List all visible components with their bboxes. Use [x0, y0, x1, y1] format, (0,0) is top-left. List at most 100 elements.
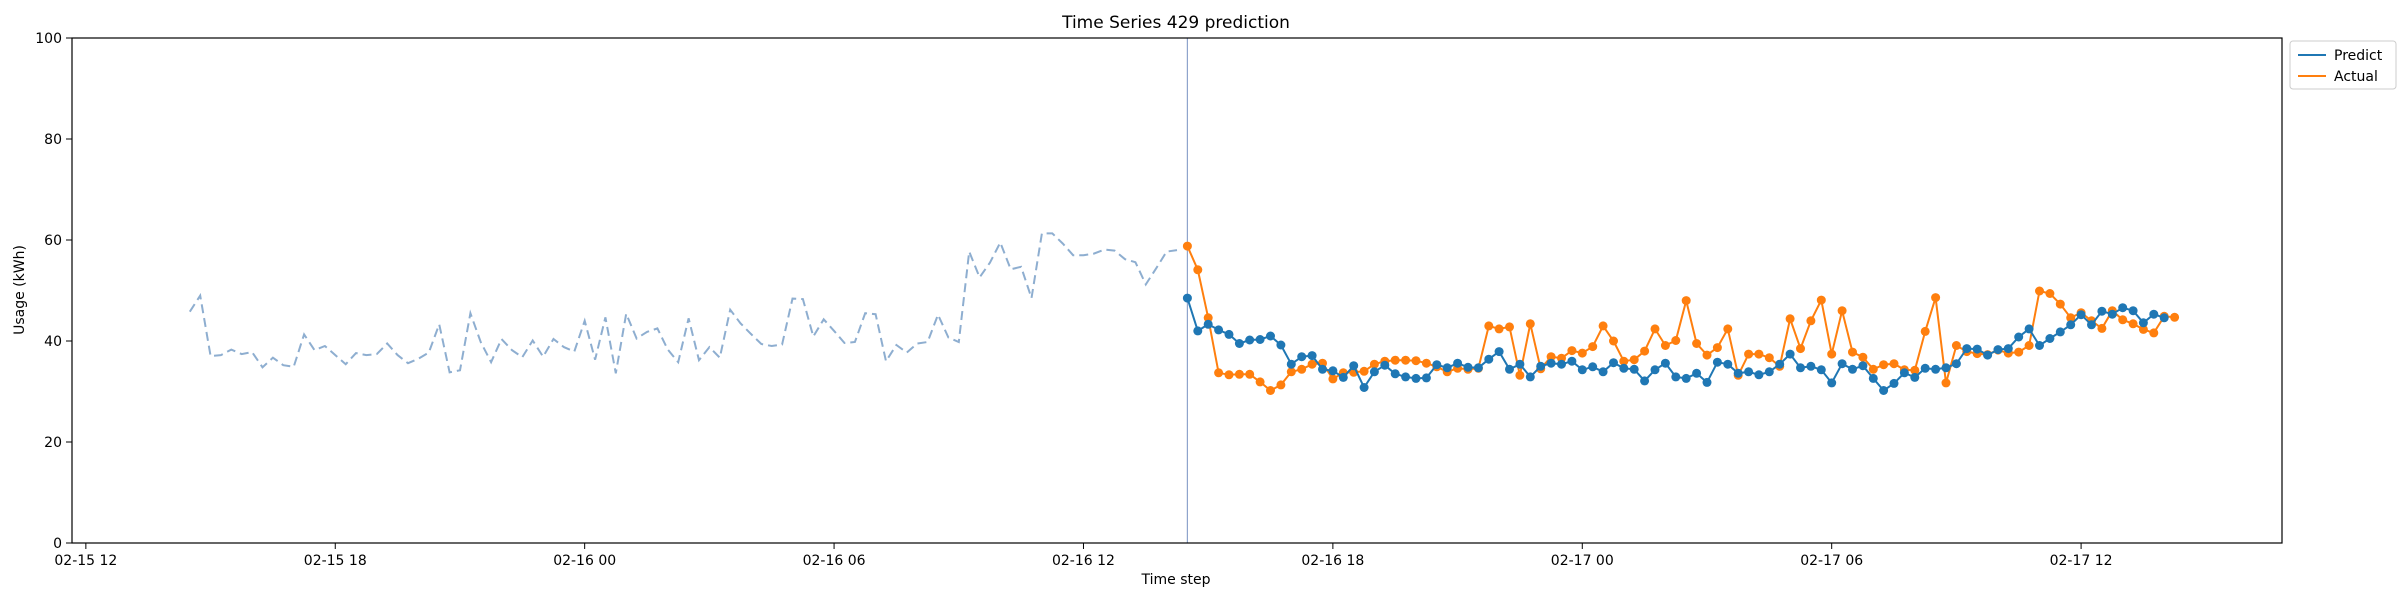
- predict-point: [1858, 361, 1868, 371]
- predict-point: [1754, 370, 1764, 380]
- y-axis: 0 20 40 60 80 100: [35, 31, 72, 552]
- predict-point: [1650, 365, 1660, 375]
- predict-point: [1879, 386, 1889, 395]
- history-line: [188, 232, 1178, 374]
- predict-point: [2107, 309, 2117, 319]
- actual-point: [1941, 378, 1951, 388]
- actual-point: [1588, 342, 1598, 352]
- actual-point: [1848, 347, 1857, 357]
- actual-point: [1224, 370, 1234, 380]
- actual-point: [1931, 293, 1941, 303]
- predict-point: [1286, 359, 1296, 369]
- actual-point: [1879, 360, 1889, 370]
- x-tick-label: 02-16 00: [553, 553, 616, 569]
- actual-point: [1712, 343, 1722, 353]
- actual-point: [1671, 336, 1681, 345]
- predict-point: [1681, 373, 1691, 383]
- predict-point: [1931, 364, 1941, 374]
- y-tick-label: 60: [44, 233, 62, 249]
- actual-point: [2066, 313, 2076, 323]
- actual-point: [1577, 348, 1587, 358]
- predict-point: [1764, 367, 1774, 377]
- legend-predict-label: Predict: [2334, 48, 2383, 64]
- actual-point: [1214, 368, 1224, 378]
- actual-point: [1837, 306, 1847, 316]
- actual-point: [1868, 364, 1878, 374]
- predict-point: [1567, 356, 1577, 366]
- actual-point: [1920, 326, 1930, 336]
- predict-point: [1266, 331, 1275, 341]
- actual-point: [1702, 350, 1712, 360]
- predict-point: [1619, 363, 1629, 373]
- predict-point: [2087, 320, 2096, 330]
- legend-actual-label: Actual: [2334, 69, 2378, 85]
- predict-point: [1484, 354, 1494, 364]
- actual-point: [1286, 367, 1296, 377]
- predict-point: [1359, 383, 1369, 392]
- predict-point: [1723, 359, 1733, 369]
- predict-point: [2045, 334, 2055, 343]
- predict-point: [1494, 347, 1504, 357]
- predict-point: [1899, 368, 1909, 378]
- predict-point: [1692, 368, 1702, 378]
- actual-point: [1785, 314, 1795, 324]
- actual-point: [2128, 319, 2138, 329]
- predict-point: [1660, 358, 1670, 368]
- predict-point: [1401, 372, 1411, 382]
- predict-point: [1775, 359, 1785, 369]
- plot-frame: [71, 37, 2283, 544]
- predict-point: [1224, 329, 1234, 339]
- y-axis-label: Usage (kWh): [12, 245, 28, 335]
- x-tick-label: 02-16 18: [1301, 553, 1364, 569]
- predict-point: [1920, 363, 1930, 373]
- y-tick-label: 20: [44, 435, 62, 451]
- predict-point: [1785, 349, 1795, 359]
- x-tick-label: 02-16 12: [1052, 553, 1115, 569]
- predict-point: [1338, 372, 1348, 382]
- predict-point: [1848, 364, 1857, 374]
- predict-point: [1318, 364, 1327, 374]
- predict-point: [2097, 306, 2107, 316]
- predict-point: [1276, 340, 1286, 350]
- predict-point: [1993, 345, 2003, 355]
- actual-point: [1421, 358, 1431, 368]
- actual-point: [1369, 359, 1379, 369]
- actual-point: [1609, 336, 1618, 346]
- actual-point: [2024, 341, 2034, 350]
- predict-point: [1577, 365, 1587, 375]
- actual-point: [1494, 324, 1504, 334]
- predict-point: [1234, 339, 1244, 348]
- actual-point: [1484, 321, 1494, 331]
- actual-point: [1193, 265, 1203, 275]
- predict-point: [1442, 363, 1452, 373]
- actual-point: [1816, 295, 1826, 305]
- actual-point: [1796, 344, 1805, 354]
- predict-point: [1473, 363, 1483, 373]
- actual-point: [1328, 374, 1338, 384]
- x-tick-label: 02-15 12: [54, 553, 117, 569]
- actual-point: [1546, 352, 1556, 362]
- predict-point: [1203, 319, 1213, 329]
- actual-point: [1411, 356, 1421, 366]
- predict-point: [1733, 368, 1743, 378]
- actual-point: [1681, 296, 1691, 306]
- predict-point: [1889, 378, 1899, 388]
- actual-point: [2055, 299, 2065, 309]
- predict-point: [1598, 367, 1608, 377]
- actual-point: [2170, 312, 2180, 322]
- predict-point: [1796, 363, 1805, 373]
- predict-point: [1453, 358, 1463, 368]
- predict-point: [2003, 344, 2013, 354]
- predict-point: [2128, 306, 2138, 316]
- predict-point: [1910, 372, 1920, 382]
- predict-point: [1983, 350, 1993, 360]
- predict-point: [2149, 309, 2159, 319]
- x-tick-label: 02-17 06: [1800, 553, 1863, 569]
- predict-point: [1546, 358, 1556, 368]
- actual-point: [1307, 359, 1317, 369]
- actual-point: [1619, 356, 1629, 366]
- predict-point: [1369, 367, 1379, 377]
- predict-point: [1182, 293, 1192, 303]
- predict-point: [1328, 366, 1338, 376]
